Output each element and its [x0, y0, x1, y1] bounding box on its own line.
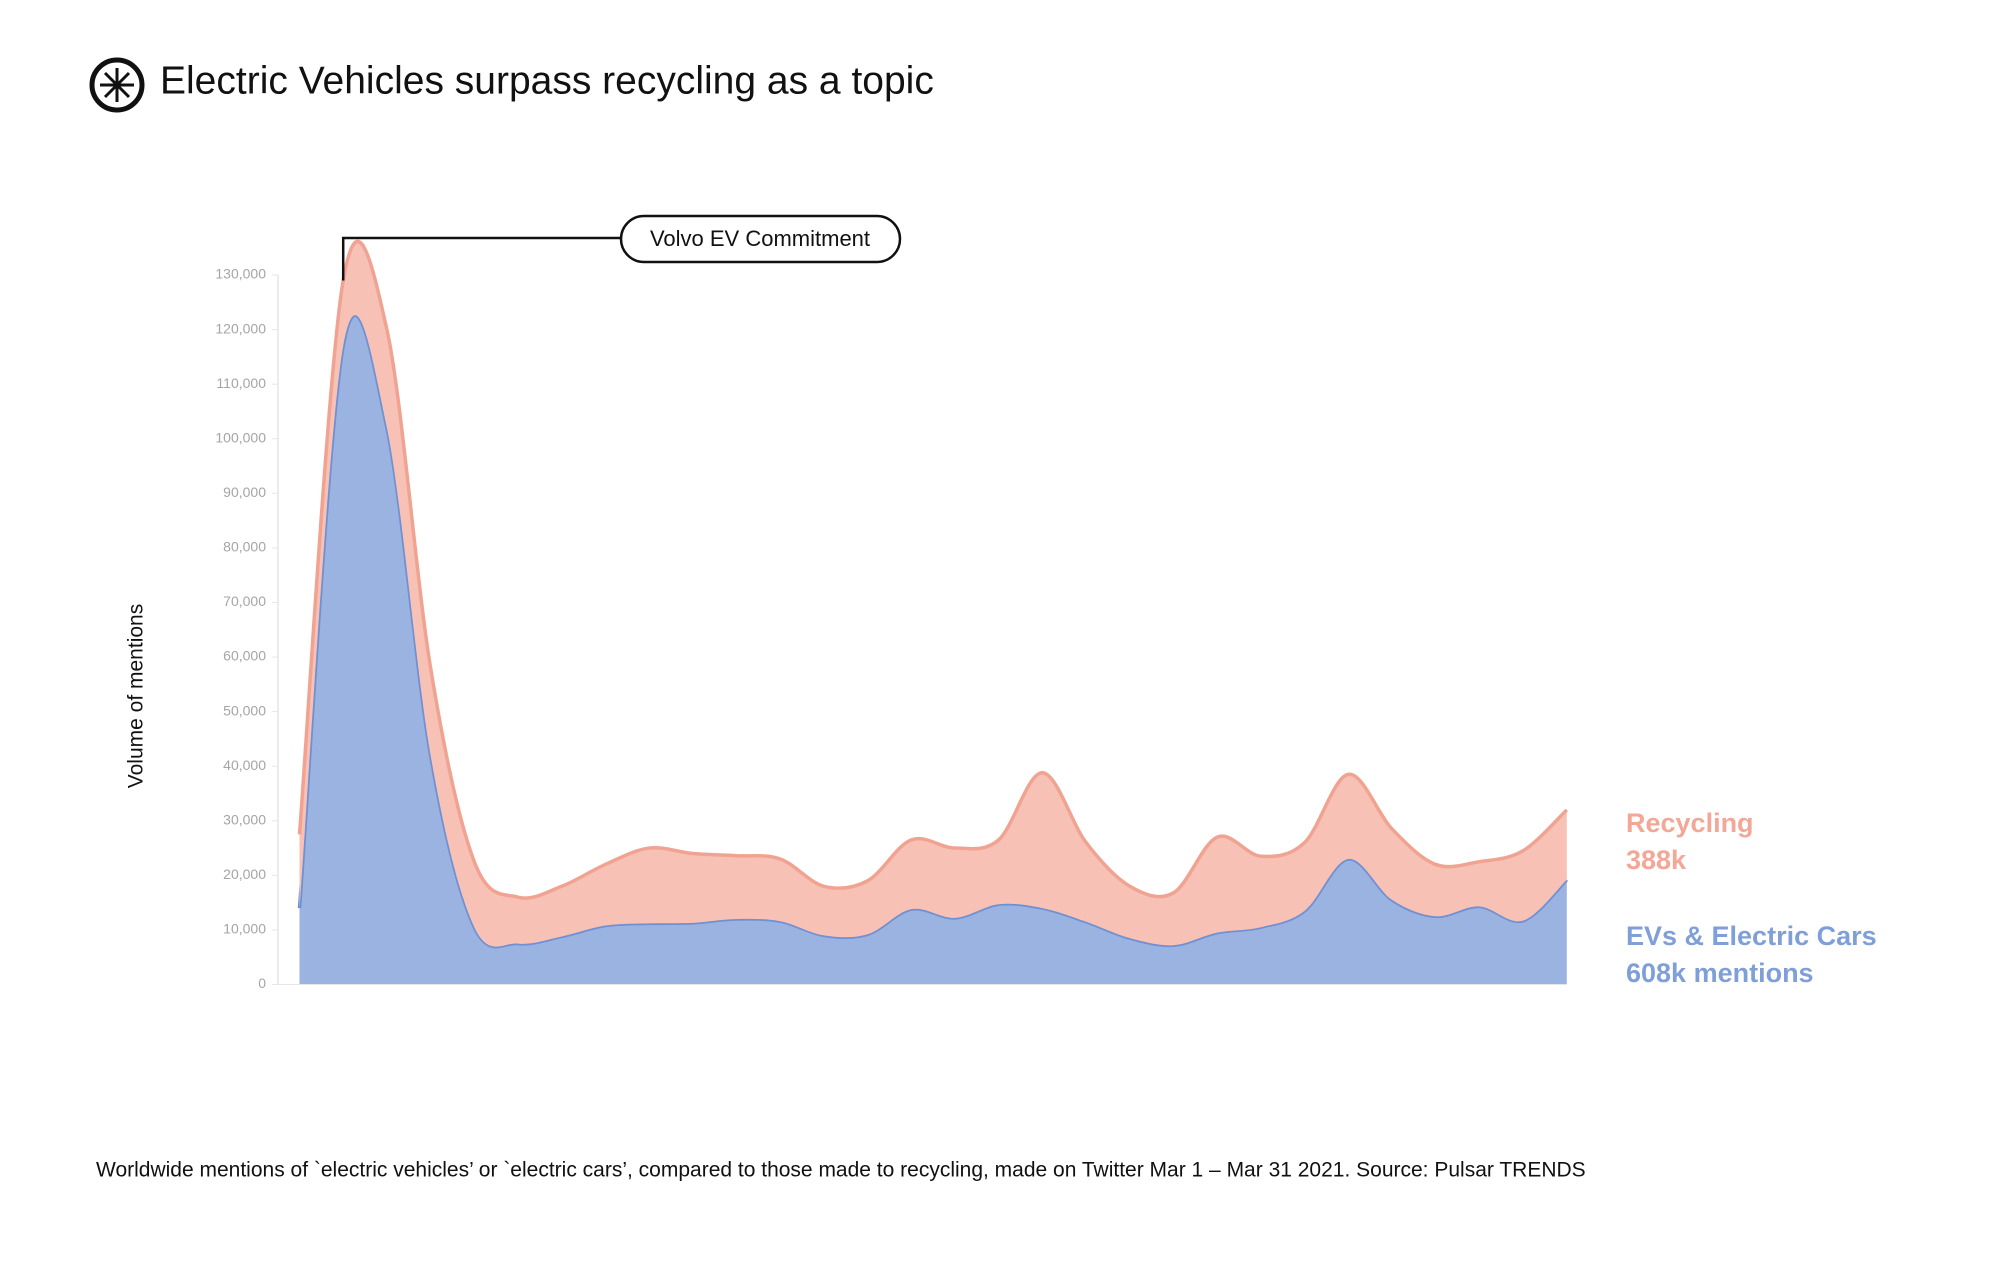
x-tick-label: March 29, 2021	[1447, 995, 1532, 1070]
chart-title: Electric Vehicles surpass recycling as a…	[160, 59, 934, 102]
x-tick-label: March 16, 2021	[878, 995, 963, 1070]
y-tick-label: 130,000	[215, 266, 266, 282]
x-tick-label: March 10, 2021	[616, 995, 701, 1070]
x-tick-label: March 09, 2021	[573, 995, 658, 1070]
x-tick-label: March 26, 2021	[1315, 995, 1400, 1070]
x-tick-label: March 28, 2021	[1403, 995, 1488, 1070]
y-tick-label: 70,000	[223, 593, 266, 609]
x-tick-label: March 03, 2021	[310, 995, 395, 1070]
annotation-box	[619, 214, 902, 264]
y-tick-label: 80,000	[223, 539, 266, 555]
annotation-text: Volvo EV Commitment	[650, 226, 870, 251]
x-tick-label: March 01, 2021	[223, 995, 308, 1070]
x-tick-label: March 15, 2021	[835, 995, 920, 1070]
x-tick-label: March 07, 2021	[485, 995, 570, 1070]
x-tick-label: March 30, 2021	[1490, 995, 1575, 1070]
y-tick-label: 30,000	[223, 811, 266, 827]
x-tick-label: March 20, 2021	[1053, 995, 1138, 1070]
x-tick-label: March 12, 2021	[704, 995, 789, 1070]
annotation-line	[341, 236, 621, 281]
legend-label: EVs & Electric Cars	[1626, 921, 1877, 951]
x-tick-label: March 21, 2021	[1097, 995, 1182, 1070]
x-tick-label: March 02, 2021	[267, 995, 352, 1070]
line	[297, 239, 1569, 900]
y-tick-label: 0	[258, 975, 266, 991]
y-tick-label: 90,000	[223, 484, 266, 500]
x-tick-label: March 11, 2021	[661, 995, 745, 1069]
x-tick-label: March 19, 2021	[1010, 995, 1095, 1070]
y-axis-label: Volume of mentions	[125, 604, 148, 788]
x-tick-label: March 23, 2021	[1184, 995, 1269, 1070]
x-tick-label: March 27, 2021	[1359, 995, 1444, 1070]
x-tick-label: March 3	[1570, 995, 1619, 1040]
x-tick-label: March 24, 2021	[1228, 995, 1313, 1070]
legend-total: 388k	[1626, 845, 1687, 875]
y-tick-label: 40,000	[223, 757, 266, 773]
x-tick-label: March 22, 2021	[1141, 995, 1226, 1070]
x-tick-label: March 17, 2021	[922, 995, 1007, 1070]
x-tick-label: March 05, 2021	[398, 995, 483, 1070]
legend-total: 608k mentions	[1626, 958, 1814, 988]
y-tick-label: 50,000	[223, 702, 266, 718]
x-tick-label: March 06, 2021	[441, 995, 526, 1070]
x-tick-label: March 25, 2021	[1272, 995, 1357, 1070]
x-tick-label: March 18, 2021	[966, 995, 1051, 1070]
area	[299, 241, 1567, 947]
y-tick-label: 60,000	[223, 648, 266, 664]
y-tick-label: 110,000	[216, 375, 266, 391]
y-tick-label: 20,000	[223, 866, 266, 882]
y-tick-label: 10,000	[223, 921, 266, 937]
x-tick-label: March 08, 2021	[529, 995, 614, 1070]
logo	[89, 57, 145, 113]
plot	[297, 239, 1569, 985]
x-tick-label: March 04, 2021	[354, 995, 439, 1070]
y-tick-label: 120,000	[215, 320, 266, 336]
y-tick-label: 100,000	[215, 429, 266, 445]
legend-label: Recycling	[1626, 808, 1754, 838]
x-tick-label: March 13, 2021	[747, 995, 832, 1070]
caption: Worldwide mentions of `electric vehicles…	[96, 1159, 1586, 1182]
x-tick-label: March 14, 2021	[791, 995, 876, 1070]
